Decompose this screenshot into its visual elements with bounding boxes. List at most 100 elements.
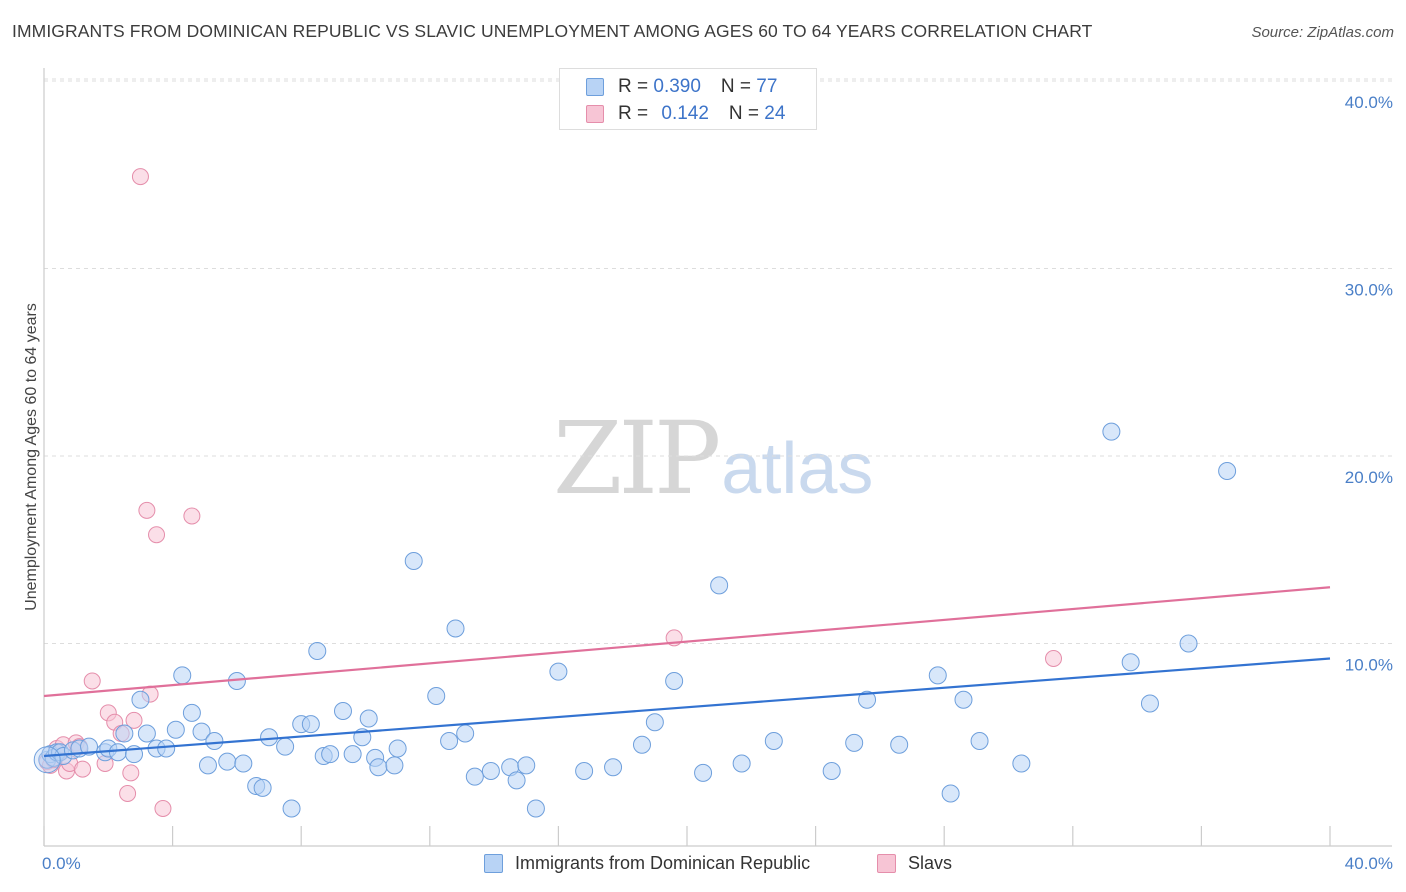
point-dominican	[173, 666, 192, 685]
point-dominican	[166, 720, 185, 739]
point-dominican	[507, 771, 526, 790]
point-slavs	[119, 785, 137, 802]
point-slavs	[74, 760, 92, 778]
swatch-slavs	[586, 105, 604, 123]
point-slavs	[131, 168, 149, 186]
point-dominican	[369, 758, 388, 777]
swatch-dominican	[586, 78, 604, 96]
point-dominican	[301, 715, 320, 734]
point-slavs	[183, 507, 201, 525]
n-value-dominican: 77	[756, 76, 778, 97]
point-dominican	[1102, 422, 1121, 441]
point-dominican	[858, 690, 877, 709]
point-dominican	[321, 745, 340, 764]
point-dominican	[970, 732, 989, 750]
point-dominican	[1179, 634, 1198, 653]
r-value-dominican: 0.390	[653, 76, 701, 97]
point-dominican	[732, 754, 751, 773]
point-dominican	[549, 662, 568, 681]
point-dominican	[137, 724, 156, 743]
grid	[44, 78, 1392, 644]
source-label: Source: ZipAtlas.com	[1251, 24, 1394, 41]
point-dominican	[108, 743, 127, 762]
trend-line-dominican	[43, 657, 1331, 758]
point-dominican	[1218, 462, 1237, 480]
n-label: N =	[720, 76, 757, 97]
point-dominican	[604, 758, 623, 777]
point-slavs	[148, 526, 166, 544]
y-tick-label: 40.0%	[1345, 93, 1393, 112]
point-dominican	[218, 752, 237, 771]
point-dominican	[276, 737, 295, 756]
point-dominican	[822, 762, 841, 780]
point-dominican	[645, 713, 664, 732]
legend-stats: R = 0.390 N = 77 R = 0.142 N = 24	[559, 68, 817, 130]
point-dominican	[465, 767, 484, 786]
r-label: R =	[618, 76, 654, 97]
point-dominican	[526, 799, 545, 818]
y-axis-label: Unemployment Among Ages 60 to 64 years	[23, 303, 40, 611]
point-dominican	[131, 690, 150, 709]
x-tick-label: 0.0%	[42, 854, 81, 873]
point-dominican	[205, 732, 224, 750]
point-dominican	[928, 666, 947, 685]
point-dominican	[359, 709, 378, 728]
n-label: N =	[728, 103, 765, 124]
y-tick-label: 20.0%	[1345, 468, 1393, 487]
r-value-slavs: 0.142	[661, 103, 709, 124]
chart-title: IMMIGRANTS FROM DOMINICAN REPUBLIC VS SL…	[12, 21, 1093, 41]
point-slavs	[154, 800, 172, 817]
point-dominican	[253, 778, 272, 797]
point-dominican	[198, 756, 217, 775]
point-dominican	[234, 754, 253, 773]
legend-label-dominican: Immigrants from Dominican Republic	[515, 853, 811, 873]
point-dominican	[517, 756, 536, 775]
ticks: 10.0% 20.0% 30.0% 40.0% 0.0% 40.0%	[42, 93, 1393, 873]
point-dominican	[481, 762, 500, 780]
axes	[43, 68, 1392, 847]
point-dominican	[575, 762, 594, 780]
trend-lines	[43, 586, 1331, 758]
point-slavs	[83, 672, 101, 690]
point-dominican	[941, 784, 960, 803]
point-dominican	[260, 728, 279, 747]
point-dominican	[343, 745, 362, 764]
point-slavs	[125, 711, 143, 729]
n-value-slavs: 24	[764, 103, 786, 124]
point-dominican	[182, 703, 201, 722]
point-dominican	[404, 552, 423, 570]
point-dominican	[665, 672, 684, 690]
point-dominican	[115, 724, 134, 743]
point-slavs	[122, 764, 140, 782]
point-dominican	[954, 690, 973, 709]
y-tick-label: 10.0%	[1345, 656, 1393, 675]
point-dominican	[446, 619, 465, 638]
point-dominican	[333, 702, 352, 720]
legend-label-slavs: Slavs	[908, 853, 953, 873]
point-dominican	[192, 722, 211, 741]
point-dominican	[33, 746, 61, 774]
point-dominican	[282, 799, 301, 818]
legend-swatch-dominican	[484, 854, 503, 873]
point-dominican	[694, 763, 713, 782]
point-dominican	[308, 642, 327, 660]
point-dominican	[440, 732, 459, 750]
trend-line-slavs	[43, 586, 1331, 698]
point-dominican	[157, 739, 176, 758]
x-tick-label: 40.0%	[1345, 854, 1393, 873]
point-dominican	[890, 735, 909, 754]
point-dominican	[385, 756, 404, 775]
point-dominican	[845, 733, 864, 752]
point-dominican	[1012, 754, 1031, 773]
point-dominican	[710, 576, 729, 595]
y-tick-label: 30.0%	[1345, 281, 1393, 300]
point-slavs	[138, 501, 156, 519]
series-dominican-points	[33, 422, 1237, 818]
legend-swatch-slavs	[877, 854, 896, 873]
point-dominican	[388, 739, 407, 758]
point-dominican	[632, 735, 651, 754]
point-dominican	[456, 724, 475, 743]
point-slavs	[1045, 650, 1063, 667]
point-dominican	[80, 737, 99, 756]
